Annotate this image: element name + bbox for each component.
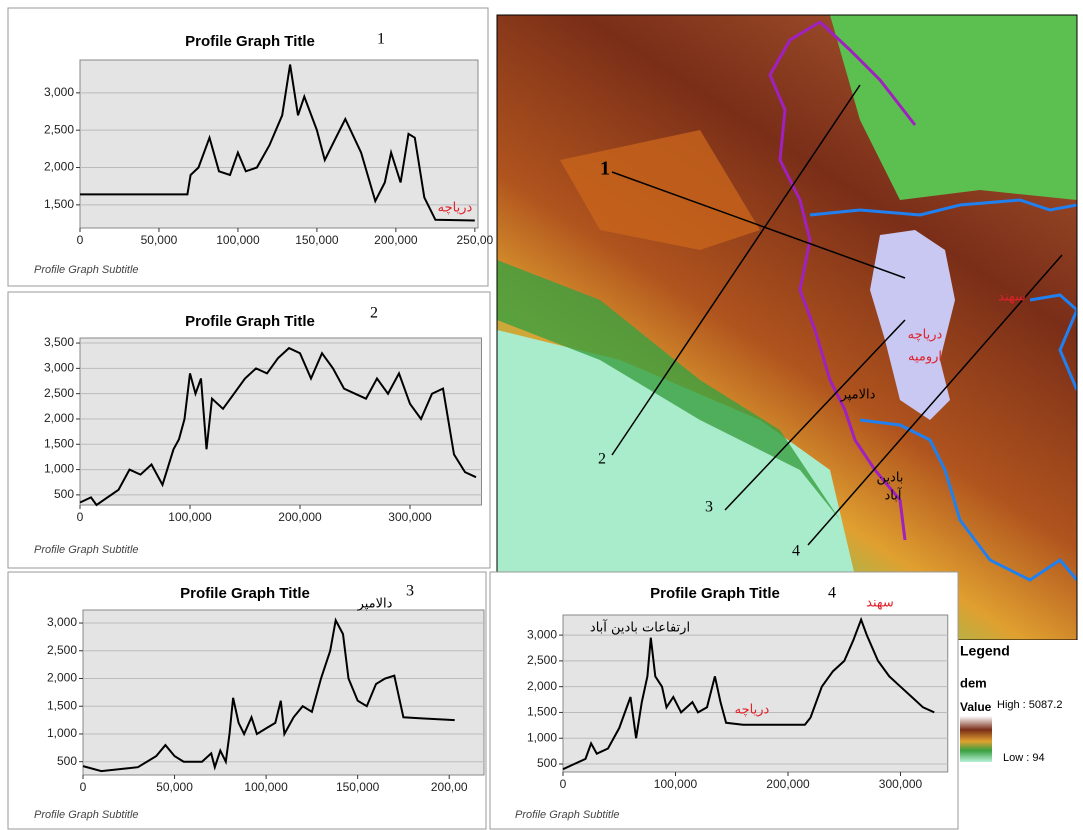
map bbox=[497, 15, 1077, 640]
y-tick-label: 3,000 bbox=[44, 85, 74, 99]
y-tick-label: 1,000 bbox=[527, 730, 557, 744]
legend-ramp bbox=[960, 716, 992, 762]
panel-number: 3 bbox=[406, 583, 414, 600]
chart-title: Profile Graph Title bbox=[185, 313, 315, 330]
panel-number: 2 bbox=[370, 305, 378, 322]
y-tick-label: 500 bbox=[57, 754, 77, 768]
x-tick-label: 0 bbox=[77, 510, 84, 524]
x-tick-label: 100,000 bbox=[654, 777, 698, 791]
subtitle: Profile Graph Subtitle bbox=[515, 809, 620, 821]
legend-field: Value bbox=[960, 700, 992, 714]
x-tick-label: 200,000 bbox=[278, 510, 322, 524]
y-tick-label: 1,000 bbox=[47, 726, 77, 740]
annotation: دریاچه bbox=[438, 201, 473, 216]
map-label: بادین bbox=[877, 471, 904, 486]
plot-area bbox=[80, 338, 482, 505]
plot-area bbox=[563, 615, 948, 772]
y-tick-label: 2,000 bbox=[527, 679, 557, 693]
x-tick-label: 0 bbox=[560, 777, 567, 791]
legend-high: High : 5087.2 bbox=[997, 699, 1062, 711]
y-tick-label: 1,500 bbox=[44, 436, 74, 450]
panel-number: 4 bbox=[828, 585, 836, 602]
legend-title: Legend bbox=[960, 643, 1010, 659]
subtitle: Profile Graph Subtitle bbox=[34, 809, 139, 821]
map-label: سهند bbox=[998, 290, 1026, 305]
y-tick-label: 1,500 bbox=[527, 705, 557, 719]
x-tick-label: 300,000 bbox=[388, 510, 432, 524]
y-tick-label: 2,500 bbox=[47, 643, 77, 657]
x-tick-label: 50,000 bbox=[141, 233, 178, 247]
profile-label: 1 bbox=[600, 158, 610, 180]
x-tick-label: 250,00 bbox=[456, 233, 493, 247]
map-label: دالامپر bbox=[840, 388, 876, 403]
y-tick-label: 2,500 bbox=[527, 653, 557, 667]
chart-title: Profile Graph Title bbox=[650, 585, 780, 602]
plot-area bbox=[80, 60, 478, 228]
y-tick-label: 500 bbox=[537, 756, 557, 770]
profile-label: 4 bbox=[792, 543, 800, 560]
y-tick-label: 3,500 bbox=[44, 335, 74, 349]
y-tick-label: 1,500 bbox=[47, 698, 77, 712]
y-tick-label: 2,000 bbox=[47, 671, 77, 685]
x-tick-label: 100,000 bbox=[216, 233, 260, 247]
x-tick-label: 0 bbox=[80, 780, 87, 794]
annotation: ارتفاعات بادین آباد bbox=[590, 619, 690, 636]
map-label: دریاچه bbox=[908, 328, 943, 343]
chart-title: Profile Graph Title bbox=[185, 33, 315, 50]
profile-label: 2 bbox=[598, 451, 606, 468]
y-tick-label: 500 bbox=[54, 487, 74, 501]
x-tick-label: 150,000 bbox=[295, 233, 339, 247]
annotation: سهند bbox=[866, 596, 894, 611]
subtitle: Profile Graph Subtitle bbox=[34, 544, 139, 556]
annotation: دالامپر bbox=[357, 597, 393, 612]
annotation: دریاچه bbox=[735, 703, 770, 718]
x-tick-label: 100,000 bbox=[244, 780, 288, 794]
x-tick-label: 200,00 bbox=[431, 780, 468, 794]
x-tick-label: 0 bbox=[77, 233, 84, 247]
figure: 1 2 3 4 Legend dem Value High : 5087.2 L… bbox=[0, 0, 1083, 830]
y-tick-label: 3,000 bbox=[44, 361, 74, 375]
y-tick-label: 2,500 bbox=[44, 122, 74, 136]
y-tick-label: 3,000 bbox=[527, 627, 557, 641]
y-tick-label: 2,000 bbox=[44, 411, 74, 425]
legend-low: Low : 94 bbox=[1003, 752, 1045, 764]
x-tick-label: 300,000 bbox=[879, 777, 923, 791]
x-tick-label: 50,000 bbox=[156, 780, 193, 794]
y-tick-label: 1,000 bbox=[44, 462, 74, 476]
y-tick-label: 2,500 bbox=[44, 386, 74, 400]
subtitle: Profile Graph Subtitle bbox=[34, 264, 139, 276]
chart-title: Profile Graph Title bbox=[180, 585, 310, 602]
x-tick-label: 200,000 bbox=[374, 233, 418, 247]
profile-label: 3 bbox=[705, 499, 713, 516]
x-tick-label: 150,000 bbox=[336, 780, 380, 794]
x-tick-label: 200,000 bbox=[766, 777, 810, 791]
plot-area bbox=[83, 610, 484, 775]
legend-layer: dem bbox=[960, 675, 987, 690]
map-label: آباد bbox=[885, 487, 903, 504]
map-label: ارومیه bbox=[908, 350, 942, 365]
x-tick-label: 100,000 bbox=[168, 510, 212, 524]
y-tick-label: 1,500 bbox=[44, 197, 74, 211]
y-tick-label: 3,000 bbox=[47, 615, 77, 629]
y-tick-label: 2,000 bbox=[44, 160, 74, 174]
panel-number: 1 bbox=[377, 31, 385, 48]
